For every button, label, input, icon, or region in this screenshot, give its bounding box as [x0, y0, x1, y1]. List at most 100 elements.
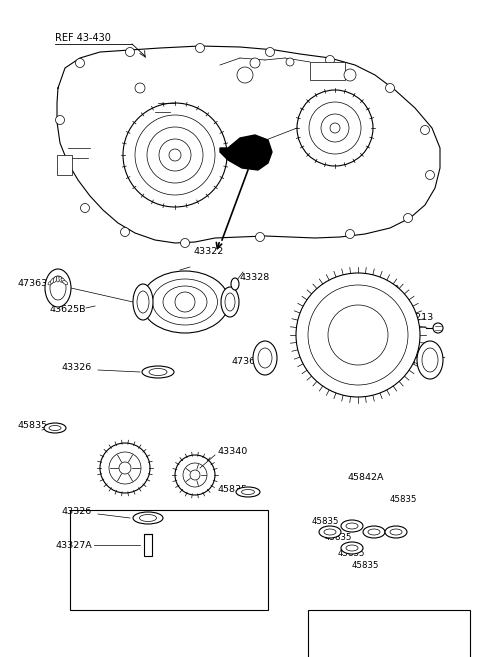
Ellipse shape	[258, 348, 272, 368]
Ellipse shape	[45, 269, 71, 307]
Circle shape	[183, 463, 207, 487]
Ellipse shape	[324, 529, 336, 535]
Text: 47363: 47363	[232, 357, 262, 367]
Bar	[144, 534, 152, 556]
Ellipse shape	[137, 291, 149, 313]
Circle shape	[425, 171, 434, 179]
Circle shape	[255, 233, 264, 242]
Bar	[310, 62, 345, 80]
Ellipse shape	[346, 545, 358, 551]
Circle shape	[56, 116, 64, 124]
Ellipse shape	[236, 487, 260, 497]
Text: 45835: 45835	[325, 533, 352, 543]
Circle shape	[404, 214, 412, 223]
Circle shape	[296, 273, 420, 397]
Bar	[70, 510, 268, 610]
Circle shape	[75, 58, 84, 68]
Text: 43327A: 43327A	[55, 541, 92, 549]
Circle shape	[81, 204, 89, 212]
Ellipse shape	[153, 279, 217, 325]
Circle shape	[109, 452, 141, 484]
Circle shape	[125, 47, 134, 57]
Ellipse shape	[385, 526, 407, 538]
Ellipse shape	[149, 369, 167, 376]
Ellipse shape	[142, 366, 174, 378]
Circle shape	[119, 462, 131, 474]
Ellipse shape	[140, 514, 156, 522]
Circle shape	[175, 292, 195, 312]
Polygon shape	[220, 135, 272, 170]
Circle shape	[175, 455, 215, 495]
Circle shape	[385, 83, 395, 93]
Circle shape	[190, 470, 200, 480]
Ellipse shape	[221, 287, 239, 317]
Circle shape	[297, 90, 373, 166]
Circle shape	[123, 103, 227, 207]
Text: REF 43-430: REF 43-430	[55, 33, 111, 43]
Ellipse shape	[48, 281, 53, 285]
Ellipse shape	[368, 529, 380, 535]
Circle shape	[346, 229, 355, 238]
Ellipse shape	[133, 284, 153, 320]
Circle shape	[180, 238, 190, 248]
Text: 43326: 43326	[62, 363, 92, 373]
Circle shape	[237, 67, 253, 83]
Ellipse shape	[133, 512, 163, 524]
Text: 45835: 45835	[352, 562, 380, 570]
Ellipse shape	[141, 271, 229, 333]
Ellipse shape	[417, 341, 443, 379]
Text: 43625B: 43625B	[50, 306, 86, 315]
Bar	[57, 155, 72, 175]
Text: 45835: 45835	[390, 495, 418, 505]
Circle shape	[250, 58, 260, 68]
Ellipse shape	[253, 341, 277, 375]
Text: 45835: 45835	[312, 518, 339, 526]
Circle shape	[265, 47, 275, 57]
Circle shape	[325, 55, 335, 64]
Circle shape	[308, 285, 408, 385]
Ellipse shape	[56, 276, 60, 282]
Text: 43322: 43322	[193, 248, 223, 256]
Circle shape	[420, 125, 430, 135]
Text: 43326: 43326	[62, 507, 92, 516]
Ellipse shape	[44, 423, 66, 433]
Circle shape	[100, 443, 150, 493]
Ellipse shape	[422, 348, 438, 372]
Ellipse shape	[319, 526, 341, 538]
Circle shape	[169, 149, 181, 161]
Circle shape	[330, 123, 340, 133]
Text: 45835: 45835	[18, 420, 48, 430]
Ellipse shape	[346, 523, 358, 529]
Text: 43328: 43328	[240, 273, 270, 283]
Circle shape	[195, 43, 204, 53]
Ellipse shape	[50, 276, 66, 300]
Circle shape	[60, 166, 69, 175]
Ellipse shape	[225, 293, 235, 311]
Ellipse shape	[62, 281, 68, 284]
Text: 43331T: 43331T	[410, 357, 446, 367]
Text: 43332: 43332	[370, 286, 400, 294]
Ellipse shape	[163, 286, 207, 318]
Circle shape	[286, 58, 294, 66]
Bar	[308, 610, 470, 657]
Ellipse shape	[390, 529, 402, 535]
Text: 45835: 45835	[218, 486, 248, 495]
Ellipse shape	[363, 526, 385, 538]
Ellipse shape	[53, 277, 57, 283]
Circle shape	[344, 69, 356, 81]
Text: 47363: 47363	[18, 279, 48, 288]
Text: 45835: 45835	[338, 549, 365, 558]
Ellipse shape	[231, 278, 239, 290]
Polygon shape	[57, 46, 440, 243]
Ellipse shape	[59, 277, 62, 283]
Circle shape	[328, 305, 388, 365]
Ellipse shape	[241, 489, 254, 495]
Circle shape	[433, 323, 443, 333]
Ellipse shape	[49, 426, 61, 430]
Ellipse shape	[341, 542, 363, 554]
Text: 45842A: 45842A	[348, 474, 384, 482]
Ellipse shape	[341, 520, 363, 532]
Text: 43340: 43340	[218, 447, 248, 457]
Circle shape	[120, 227, 130, 237]
Ellipse shape	[61, 278, 65, 283]
